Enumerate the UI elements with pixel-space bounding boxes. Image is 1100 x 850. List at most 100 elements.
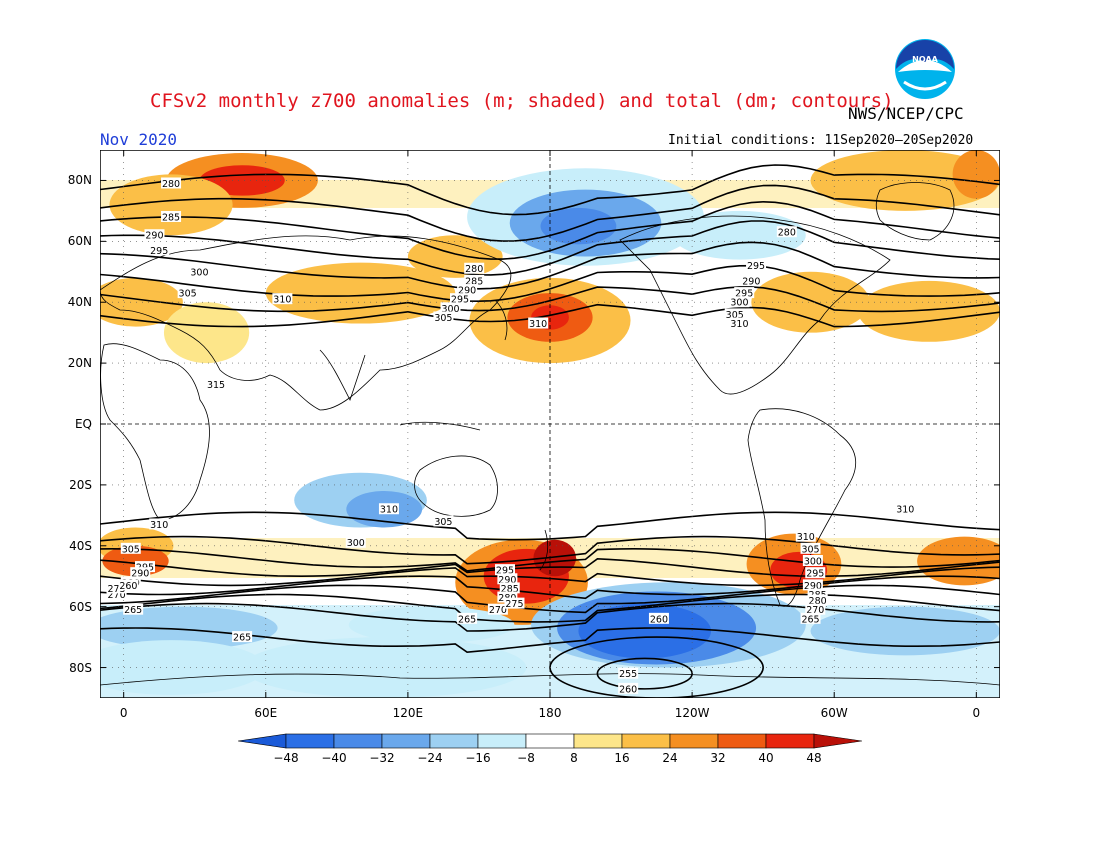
lat-label: 60S <box>69 599 92 614</box>
contour-label: 285 <box>464 274 485 287</box>
contour-label-text: 255 <box>619 669 637 680</box>
contour-label-text: 310 <box>896 505 914 516</box>
contour-label: 270 <box>487 603 508 616</box>
contour-label: 305 <box>120 542 141 555</box>
lat-label: 40S <box>69 538 92 553</box>
contour-label: 315 <box>206 378 227 391</box>
contour-label: 310 <box>528 317 549 330</box>
colorbar-label: 8 <box>570 751 578 765</box>
anomaly-patch <box>751 271 870 333</box>
colorbar-segment <box>429 733 479 749</box>
contour-label-text: 310 <box>730 319 748 330</box>
coast-greenland <box>875 182 955 241</box>
contour-label-text: 305 <box>726 310 744 321</box>
colorbar-label: −48 <box>273 751 299 765</box>
contour-label: 290 <box>457 284 478 297</box>
contour-line <box>100 584 1000 614</box>
coast-south-america <box>747 408 857 607</box>
contour-label: 310 <box>895 503 916 516</box>
colorbar <box>238 733 862 749</box>
colorbar-segment <box>285 733 335 749</box>
noaa-logo-icon: NOAA <box>895 39 955 99</box>
contour-label: 270 <box>106 588 127 601</box>
colorbar-segment <box>381 733 431 749</box>
contour-label: 265 <box>123 603 144 616</box>
colorbar-label: 32 <box>710 751 726 765</box>
colorbar-segment <box>477 733 527 749</box>
contour-label-text: 265 <box>233 633 251 644</box>
contour-label: 300 <box>802 555 823 568</box>
lat-label: 80N <box>67 173 92 188</box>
coast-africa <box>100 343 210 521</box>
contour-label-text: 290 <box>458 286 476 297</box>
contour-label-text: 270 <box>806 605 824 616</box>
colorbar-segment <box>333 733 383 749</box>
contour-label: 310 <box>729 317 750 330</box>
contour-label: 280 <box>161 177 182 190</box>
contour-label-text: 310 <box>797 532 815 543</box>
coast-australia <box>414 455 498 517</box>
contour-label-text: 285 <box>501 584 519 595</box>
contour-label: 305 <box>800 542 821 555</box>
contour-label: 300 <box>345 536 366 549</box>
lon-label: 120W <box>674 706 710 720</box>
contour-label: 265 <box>232 631 253 644</box>
contour-line <box>100 264 1000 303</box>
contour-label: 300 <box>729 296 750 309</box>
colorbar-segment <box>765 733 815 749</box>
contour-label: 290 <box>130 567 151 580</box>
lon-label: 0 <box>119 706 128 720</box>
contour-label-text: 285 <box>465 276 483 287</box>
contour-label-text: 290 <box>498 575 516 586</box>
contour-label-text: 290 <box>131 569 149 580</box>
contour-label-text: 305 <box>434 313 452 324</box>
contour-label: 260 <box>618 682 639 695</box>
lon-label: 60W <box>820 706 848 720</box>
colorbar-label: 48 <box>806 751 822 765</box>
contour-label: 295 <box>450 293 470 306</box>
lat-label: 60N <box>67 234 92 249</box>
contour-label: 295 <box>495 564 515 577</box>
contour-label: 290 <box>497 573 518 586</box>
contour-label: 305 <box>177 287 198 300</box>
contour-label-text: 260 <box>619 684 637 695</box>
axis-ticks <box>100 150 1000 698</box>
lon-label: 120E <box>392 706 424 720</box>
contour-label-text: 265 <box>801 614 819 625</box>
contour-label-text: 290 <box>742 276 760 287</box>
contour-label-text: 305 <box>179 289 197 300</box>
colorbar-segment <box>813 733 862 749</box>
contour-label-text: 280 <box>809 596 827 607</box>
contour-line <box>100 164 1000 216</box>
contour-label: 305 <box>433 515 454 528</box>
contour-label: 310 <box>378 503 399 516</box>
anomaly-patch <box>917 536 1000 586</box>
lon-label: 180 <box>538 706 562 720</box>
coast-japan <box>494 299 508 341</box>
contour-label-text: 285 <box>162 212 180 223</box>
contour-label-text: 310 <box>273 295 291 306</box>
contour-label-text: 295 <box>747 261 765 272</box>
contour-label-text: 295 <box>496 566 514 577</box>
contour-label-text: 295 <box>150 246 168 257</box>
lat-label: 80S <box>69 660 92 675</box>
lon-label: 0 <box>972 706 981 720</box>
contour-label-text: 300 <box>190 267 208 278</box>
coast-indonesia <box>399 421 481 431</box>
contour-label: 270 <box>805 603 826 616</box>
contour-label: 295 <box>805 567 826 580</box>
anomaly-patch <box>242 637 527 698</box>
contour-label-text: 275 <box>108 584 126 595</box>
coast-eurasia <box>100 235 512 411</box>
contour-label: 285 <box>499 582 520 595</box>
colorbar-segment <box>573 733 623 749</box>
contour-label: 310 <box>795 530 816 543</box>
coast-india <box>319 349 366 402</box>
contour-label-text: 290 <box>145 231 163 242</box>
contour-label: 260 <box>648 612 669 625</box>
anomaly-patch <box>673 210 806 260</box>
contour-label: 275 <box>106 582 127 595</box>
contour-label-text: 305 <box>801 544 819 555</box>
contour-label-text: 270 <box>108 590 126 601</box>
contour-label: 255 <box>618 667 639 680</box>
